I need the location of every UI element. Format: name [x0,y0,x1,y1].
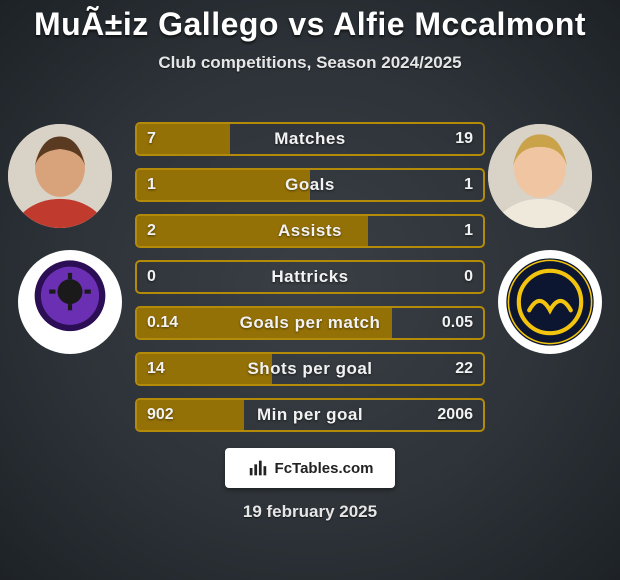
stat-row: 7Matches19 [135,122,485,156]
stat-label: Hattricks [137,267,483,287]
stat-right-value: 1 [464,176,473,194]
stat-row: 1Goals1 [135,168,485,202]
stat-row: 0Hattricks0 [135,260,485,294]
club-left-logo: JOHOR FC [18,250,122,354]
stat-right-value: 0.05 [442,314,473,332]
branding-label: FcTables.com [275,460,374,477]
stat-label: Matches [137,129,483,149]
stat-right-value: 1 [464,222,473,240]
player-left-silhouette-icon [8,124,112,228]
stat-label: Assists [137,221,483,241]
branding-badge: FcTables.com [225,448,395,488]
player-left-portrait [8,124,112,228]
stat-row: 902Min per goal2006 [135,398,485,432]
club-left-badge-icon: JOHOR FC [18,250,122,354]
svg-text:JOHOR FC: JOHOR FC [38,331,102,345]
comparison-card: MuÃ±iz Gallego vs Alfie Mccalmont Club c… [0,0,620,580]
stat-label: Shots per goal [137,359,483,379]
stat-right-value: 22 [455,360,473,378]
date-label: 19 february 2025 [0,502,620,522]
stat-row: 2Assists1 [135,214,485,248]
stat-row: 0.14Goals per match0.05 [135,306,485,340]
player-right-portrait [488,124,592,228]
stat-row: 14Shots per goal22 [135,352,485,386]
stat-right-value: 0 [464,268,473,286]
player-right-silhouette-icon [488,124,592,228]
stat-right-value: 19 [455,130,473,148]
stat-label: Min per goal [137,405,483,425]
stat-label: Goals per match [137,313,483,333]
stat-label: Goals [137,175,483,195]
subtitle: Club competitions, Season 2024/2025 [0,53,620,73]
stats-container: 7Matches191Goals12Assists10Hattricks00.1… [135,122,485,432]
club-right-logo [498,250,602,354]
bar-chart-icon [247,457,269,479]
page-title: MuÃ±iz Gallego vs Alfie Mccalmont [0,0,620,43]
stat-right-value: 2006 [437,406,473,424]
club-right-badge-icon [498,250,602,354]
